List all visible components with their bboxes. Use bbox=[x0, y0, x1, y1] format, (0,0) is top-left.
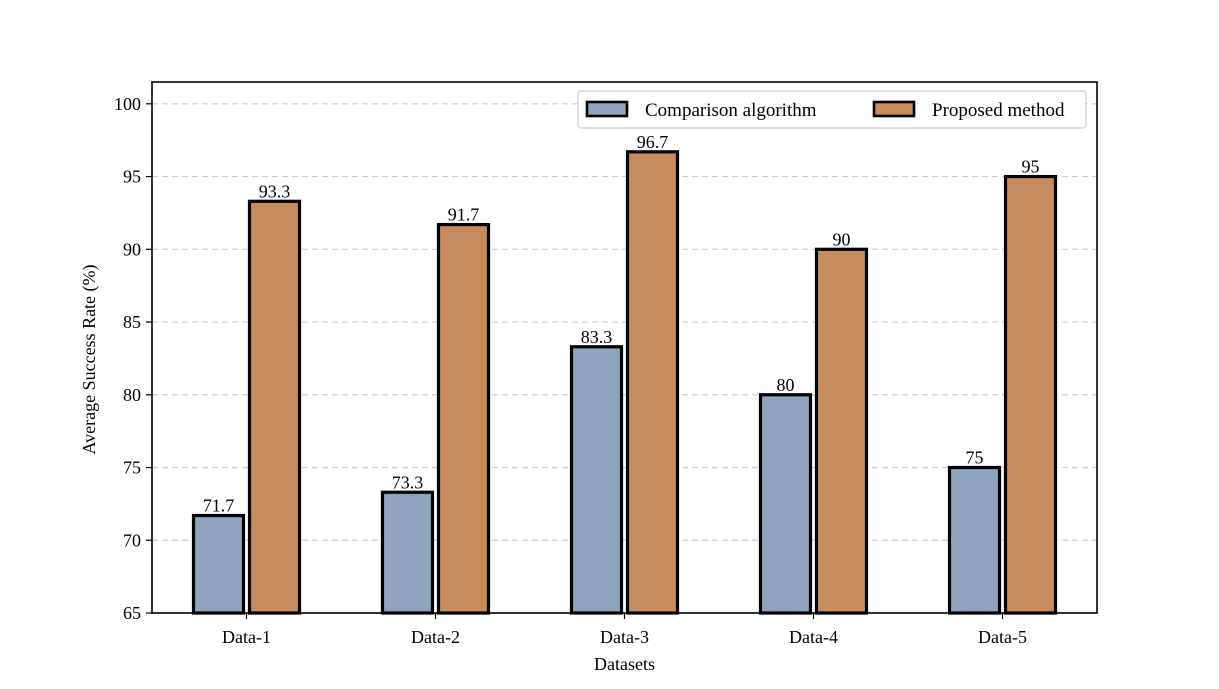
data-labels: 71.7 93.3 73.3 91.7 83.3 96.7 80 90 75 95 bbox=[203, 132, 1040, 516]
legend-box bbox=[577, 90, 1087, 129]
x-tick-label: Data-1 bbox=[222, 627, 271, 647]
bar-value-label: 83.3 bbox=[581, 327, 613, 347]
y-tick-label: 85 bbox=[123, 312, 141, 332]
legend-swatch bbox=[585, 100, 629, 118]
legend-swatch bbox=[872, 100, 916, 118]
bar-0 bbox=[758, 393, 813, 615]
bar-value-label: 71.7 bbox=[203, 496, 235, 516]
bar-0 bbox=[380, 490, 435, 615]
x-tick-label: Data-3 bbox=[600, 627, 649, 647]
y-axis-ticks: 65 70 75 80 85 90 95 100 bbox=[114, 94, 152, 623]
bar-1 bbox=[1003, 174, 1058, 615]
bar-value-label: 93.3 bbox=[259, 181, 291, 201]
bar-0 bbox=[569, 345, 624, 615]
bar-0 bbox=[191, 513, 246, 615]
bar-1 bbox=[436, 222, 491, 615]
y-tick-label: 65 bbox=[123, 603, 141, 623]
bar-value-label: 75 bbox=[966, 448, 984, 468]
y-tick-label: 90 bbox=[123, 239, 141, 259]
bars bbox=[191, 150, 1058, 615]
bar-value-label: 80 bbox=[777, 375, 795, 395]
x-axis-ticks: Data-1 Data-2 Data-3 Data-4 Data-5 bbox=[222, 613, 1027, 647]
bar-value-label: 90 bbox=[833, 229, 851, 249]
x-tick-label: Data-5 bbox=[978, 627, 1027, 647]
x-axis-label: Datasets bbox=[594, 654, 655, 674]
bar-value-label: 91.7 bbox=[448, 205, 480, 225]
bar-1 bbox=[814, 247, 869, 615]
bar-0 bbox=[947, 465, 1002, 615]
y-tick-label: 100 bbox=[114, 94, 141, 114]
bar-1 bbox=[247, 199, 302, 615]
bar-value-label: 95 bbox=[1022, 157, 1040, 177]
y-tick-label: 95 bbox=[123, 167, 141, 187]
y-tick-label: 75 bbox=[123, 458, 141, 478]
legend-label: Comparison algorithm bbox=[645, 100, 817, 121]
legend-label: Proposed method bbox=[932, 100, 1065, 121]
x-tick-label: Data-4 bbox=[789, 627, 838, 647]
bar-1 bbox=[625, 150, 680, 615]
bar-value-label: 73.3 bbox=[392, 472, 424, 492]
bar-value-label: 96.7 bbox=[637, 132, 669, 152]
x-tick-label: Data-2 bbox=[411, 627, 460, 647]
y-tick-label: 80 bbox=[123, 385, 141, 405]
y-axis-label: Average Success Rate (%) bbox=[79, 264, 100, 454]
legend: Comparison algorithm Proposed method bbox=[577, 90, 1087, 129]
y-tick-label: 70 bbox=[123, 530, 141, 550]
